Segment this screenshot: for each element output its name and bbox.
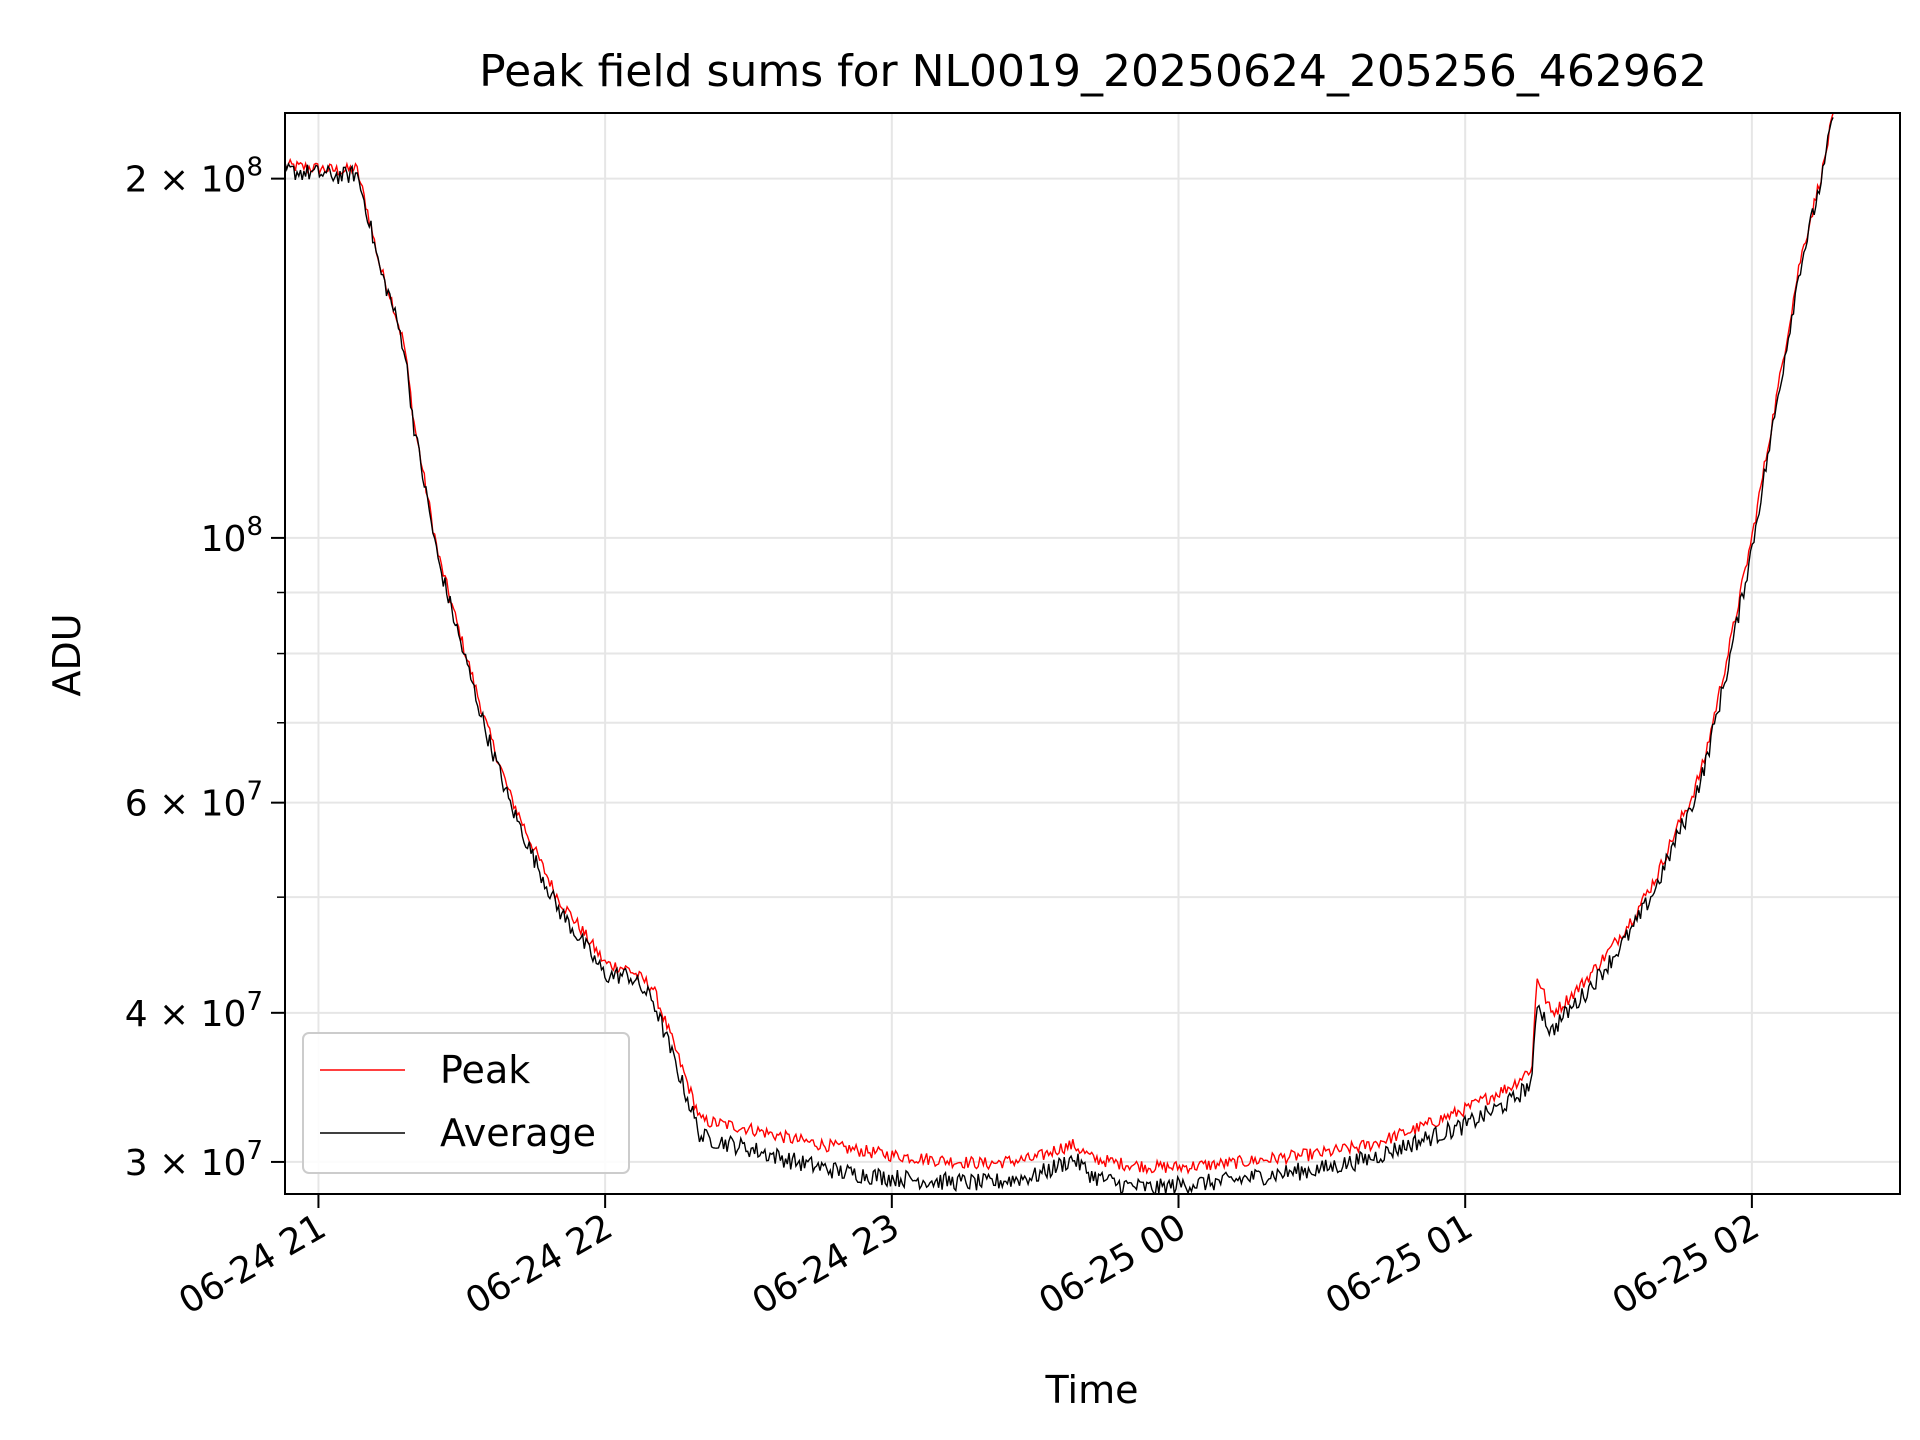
y-tick-label: 4 × 107 (125, 987, 263, 1035)
legend: Peak Average (302, 1032, 630, 1174)
legend-box (302, 1032, 630, 1174)
y-tick-label: 3 × 107 (125, 1136, 263, 1184)
grid (285, 113, 1900, 1194)
legend-label-peak: Peak (440, 1048, 530, 1092)
y-tick-label: 2 × 108 (125, 153, 263, 201)
y-axis-label: ADU (45, 613, 89, 696)
series-line-peak (284, 112, 1834, 1175)
legend-label-average: Average (440, 1111, 596, 1155)
y-tick-label: 6 × 107 (125, 777, 263, 825)
series-line-average (284, 117, 1834, 1196)
y-tick-label: 108 (201, 512, 263, 560)
chart-title: Peak field sums for NL0019_20250624_2052… (479, 46, 1707, 97)
x-axis-label: Time (1045, 1368, 1139, 1412)
y-axis: 3 × 107 4 × 107 6 × 107 108 2 × 108 (125, 153, 285, 1184)
series-lines (284, 112, 1834, 1196)
